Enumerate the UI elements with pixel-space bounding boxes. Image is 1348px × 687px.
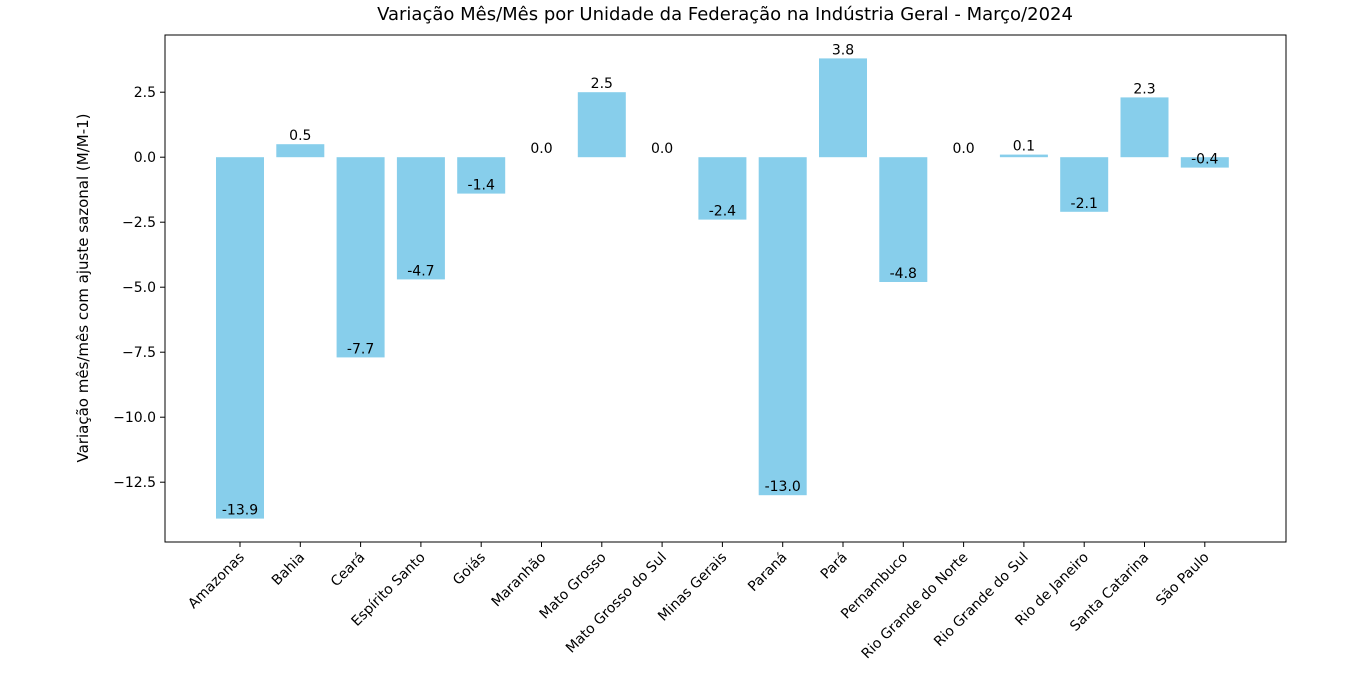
x-tick-label-4: Goiás [450, 550, 489, 589]
data-label-1: 0.5 [289, 128, 311, 144]
y-tick-label-4: −2.5 [122, 215, 156, 231]
x-tick-label-1: Bahia [269, 550, 308, 589]
bar-11 [879, 157, 928, 282]
x-tick-label-9: Paraná [745, 550, 790, 595]
y-axis-ticks: −12.5 −10.0 −7.5 −5.0 −2.5 0.0 2.5 [113, 85, 165, 491]
data-label-4: -1.4 [468, 178, 495, 194]
bar-6 [577, 92, 626, 158]
bar-2 [336, 157, 385, 358]
bar-0 [216, 157, 264, 519]
data-label-7: 0.0 [651, 141, 673, 157]
bar-14 [1060, 157, 1109, 212]
data-labels-group: -13.9 0.5 -7.7 -4.7 -1.4 0.0 2.5 0.0 -2.4 -13.0 3.… [222, 42, 1219, 518]
y-tick-label-1: −10.0 [113, 410, 156, 426]
chart-title: Variação Mês/Mês por Unidade da Federaçã… [377, 4, 1073, 25]
data-label-3: -4.7 [407, 263, 434, 279]
data-label-5: 0.0 [530, 141, 552, 157]
y-tick-label-2: −7.5 [122, 345, 156, 361]
data-label-0: -13.9 [222, 503, 258, 519]
x-tick-label-7: Mato Grosso do Sul [563, 550, 670, 657]
data-label-13: 0.1 [1013, 139, 1035, 155]
data-label-9: -13.0 [765, 479, 801, 495]
data-label-8: -2.4 [709, 204, 736, 220]
data-label-11: -4.8 [890, 266, 917, 282]
data-label-16: -0.4 [1191, 152, 1218, 168]
bar-4 [457, 157, 506, 194]
bar-15 [1120, 97, 1169, 158]
y-axis-label: Variação mês/mês com ajuste sazonal (M/M… [74, 114, 92, 463]
data-label-10: 3.8 [832, 42, 854, 58]
bar-3 [396, 157, 445, 280]
bar-16 [1180, 157, 1229, 168]
y-tick-label-0: −12.5 [113, 475, 156, 491]
y-tick-label-6: 2.5 [134, 85, 156, 101]
bar-1 [276, 144, 325, 158]
x-tick-label-0: Amazonas [185, 550, 248, 613]
bars-group [216, 58, 1229, 519]
bar-8 [698, 157, 747, 220]
data-label-2: -7.7 [347, 341, 374, 357]
bar-13 [999, 154, 1048, 158]
plot-frame [164, 34, 1287, 543]
data-label-14: -2.1 [1071, 196, 1098, 212]
data-label-15: 2.3 [1133, 81, 1155, 97]
x-tick-label-12: Rio Grande do Norte [859, 550, 972, 663]
x-tick-label-16: São Paulo [1153, 550, 1213, 610]
x-tick-label-5: Maranhão [489, 550, 550, 611]
bar-10 [819, 58, 867, 158]
data-label-12: 0.0 [952, 141, 974, 157]
y-tick-label-5: 0.0 [134, 150, 156, 166]
bar-9 [758, 157, 807, 496]
x-tick-label-10: Pará [818, 550, 851, 583]
y-tick-label-3: −5.0 [122, 280, 156, 296]
x-tick-label-2: Ceará [328, 550, 369, 591]
data-label-6: 2.5 [591, 76, 613, 92]
